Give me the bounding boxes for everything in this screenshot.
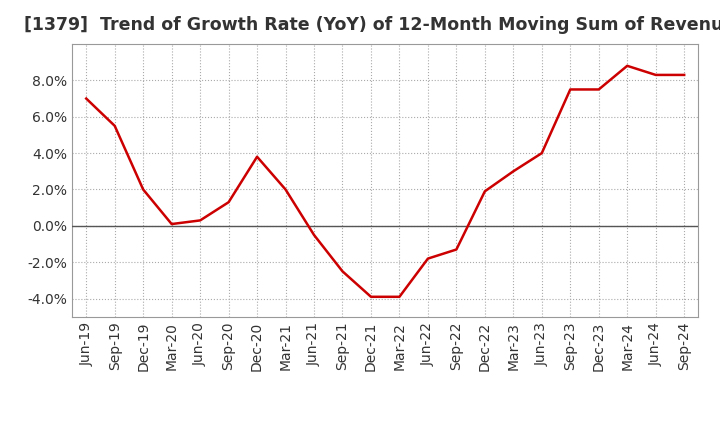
- Title: [1379]  Trend of Growth Rate (YoY) of 12-Month Moving Sum of Revenues: [1379] Trend of Growth Rate (YoY) of 12-…: [24, 16, 720, 34]
